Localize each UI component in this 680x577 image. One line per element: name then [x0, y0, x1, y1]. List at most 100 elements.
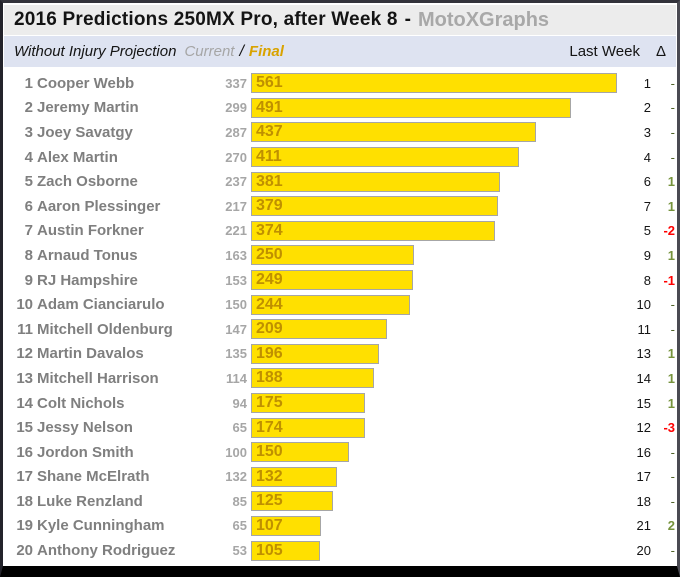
final-points-label: 105: [256, 541, 283, 559]
rank-label: 19: [16, 517, 33, 535]
final-bar-track: 196: [251, 343, 617, 364]
current-points: 65: [232, 518, 247, 534]
rank-label: 18: [16, 492, 33, 510]
final-bar: 174: [251, 417, 365, 438]
rider-row: 20 Anthony Rodriguez 53 105 20 -: [3, 538, 677, 563]
rider-name: Colt Nichols: [37, 394, 125, 412]
rank-label: 3: [24, 123, 33, 141]
final-bar: 107: [251, 515, 321, 536]
final-bar-track: 250: [251, 245, 617, 266]
last-week-rank: 9: [643, 247, 651, 263]
rank-label: 15: [16, 419, 33, 437]
final-bar: 250: [251, 245, 415, 266]
rider-name: Arnaud Tonus: [37, 246, 138, 264]
final-points-label: 491: [256, 98, 283, 116]
final-bar: 150: [251, 442, 349, 463]
last-week-column-header: Last Week: [569, 43, 640, 60]
rank-label: 16: [16, 443, 33, 461]
rank-delta: -: [670, 493, 675, 509]
rank-label: 6: [24, 197, 33, 215]
rank-delta: -: [670, 321, 675, 337]
rider-row: 13 Mitchell Harrison 114 188 14 1: [3, 366, 677, 391]
brand-logo-text: MotoXGraphs: [417, 8, 550, 31]
rank-label: 7: [24, 222, 33, 240]
rank-label: 17: [16, 468, 33, 486]
rider-row: 15 Jessy Nelson 65 174 12 -3: [3, 415, 677, 440]
final-bar-track: 209: [251, 319, 617, 340]
final-bar-track: 374: [251, 220, 617, 241]
last-week-rank: 6: [643, 174, 651, 190]
rider-row: 10 Adam Cianciarulo 150 244 10 -: [3, 292, 677, 317]
rider-row: 5 Zach Osborne 237 381 6 1: [3, 169, 677, 194]
final-points-label: 379: [256, 197, 283, 215]
final-legend-label: Final: [248, 43, 284, 60]
rank-label: 8: [24, 246, 33, 264]
final-bar: 374: [251, 220, 495, 241]
current-points: 100: [225, 444, 247, 460]
rank-delta: -: [670, 469, 675, 485]
rank-delta: 1: [667, 198, 675, 214]
current-points: 337: [225, 75, 247, 91]
legend-slash: /: [239, 42, 244, 60]
rider-row: 1 Cooper Webb 337 561 1 -: [3, 71, 677, 96]
current-points: 65: [232, 420, 247, 436]
final-points-label: 150: [256, 443, 283, 461]
final-bar: 561: [251, 73, 617, 94]
rider-row: 18 Luke Renzland 85 125 18 -: [3, 489, 677, 514]
final-bar-track: 437: [251, 122, 617, 143]
final-bar-track: 125: [251, 491, 617, 512]
last-week-rank: 16: [636, 444, 651, 460]
final-points-label: 381: [256, 172, 283, 190]
final-points-label: 249: [256, 271, 283, 289]
rank-delta: -: [670, 75, 675, 91]
final-bar-track: 381: [251, 171, 617, 192]
current-points: 221: [225, 223, 247, 239]
projection-mode-label: Without Injury Projection: [14, 43, 177, 60]
current-points: 147: [225, 321, 247, 337]
last-week-rank: 2: [643, 100, 651, 116]
rank-delta: -: [670, 149, 675, 165]
rank-label: 9: [24, 271, 33, 289]
final-points-label: 374: [256, 221, 283, 239]
last-week-rank: 1: [643, 75, 651, 91]
rank-label: 11: [17, 320, 33, 338]
rank-label: 4: [24, 148, 33, 166]
last-week-rank: 21: [636, 518, 651, 534]
last-week-rank: 8: [643, 272, 651, 288]
final-points-label: 244: [256, 295, 283, 313]
delta-column-header: Δ: [655, 43, 666, 60]
final-points-label: 174: [256, 418, 283, 436]
title-separator: -: [404, 9, 411, 30]
rank-delta: 1: [667, 247, 675, 263]
current-points: 94: [232, 395, 247, 411]
final-points-label: 132: [256, 467, 283, 485]
current-points: 270: [225, 149, 247, 165]
last-week-rank: 12: [636, 420, 651, 436]
rider-row: 14 Colt Nichols 94 175 15 1: [3, 391, 677, 416]
current-points: 85: [232, 493, 247, 509]
rider-row: 4 Alex Martin 270 411 4 -: [3, 145, 677, 170]
rider-row: 3 Joey Savatgy 287 437 3 -: [3, 120, 677, 145]
final-bar-track: 175: [251, 393, 617, 414]
final-bar-track: 132: [251, 466, 617, 487]
last-week-rank: 15: [636, 395, 651, 411]
final-points-label: 209: [256, 320, 283, 338]
rider-row: 11 Mitchell Oldenburg 147 209 11 -: [3, 317, 677, 342]
final-bar: 209: [251, 319, 388, 340]
rider-row: 9 RJ Hampshire 153 249 8 -1: [3, 268, 677, 293]
rank-delta: 1: [667, 174, 675, 190]
rank-delta: -: [670, 444, 675, 460]
current-points: 217: [225, 198, 247, 214]
rider-name: Shane McElrath: [37, 468, 150, 486]
final-points-label: 411: [256, 148, 282, 166]
final-bar: 105: [251, 540, 320, 561]
rider-name: Kyle Cunningham: [37, 517, 165, 535]
final-bar: 188: [251, 368, 374, 389]
rank-label: 13: [16, 369, 33, 387]
rider-name: Anthony Rodriguez: [37, 542, 176, 560]
rank-delta: 1: [667, 395, 675, 411]
rider-name: Jordon Smith: [37, 443, 134, 461]
last-week-rank: 7: [643, 198, 651, 214]
current-points: 299: [225, 100, 247, 116]
